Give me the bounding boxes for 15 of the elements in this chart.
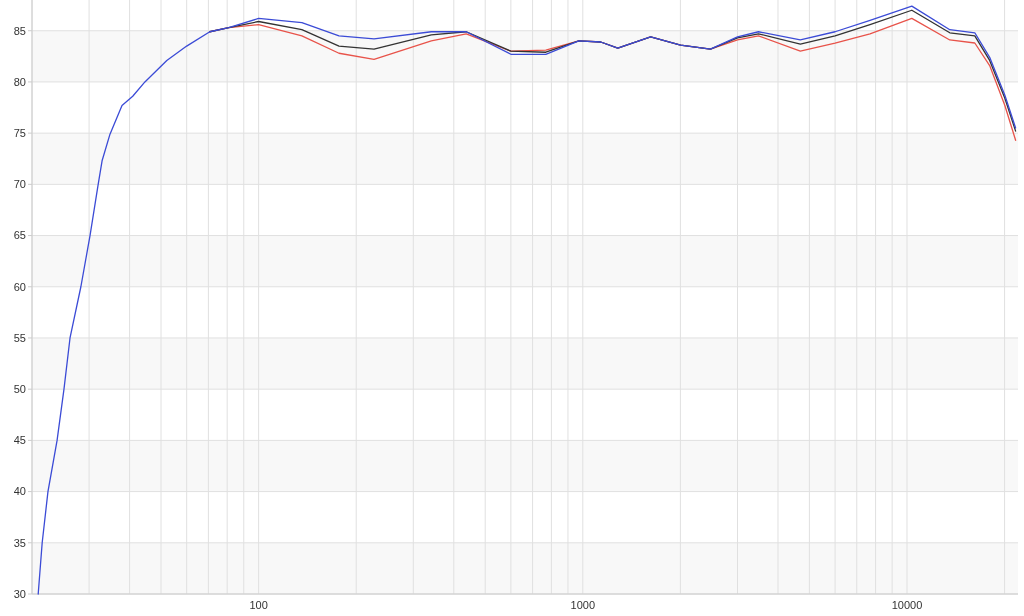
- x-tick-label: 1000: [570, 599, 596, 611]
- y-tick-label: 75: [13, 126, 26, 139]
- y-tick-label: 30: [13, 587, 26, 600]
- y-tick-label: 85: [13, 24, 26, 37]
- y-tick-label: 45: [13, 434, 26, 447]
- y-tick-label: 50: [13, 383, 26, 396]
- y-tick-label: 40: [13, 485, 26, 498]
- y-tick-label: 60: [13, 280, 26, 293]
- y-tick-label: 35: [13, 536, 26, 549]
- x-tick-label: 10000: [891, 599, 923, 611]
- x-tick-label: 100: [249, 599, 268, 611]
- y-tick-label: 70: [13, 178, 26, 191]
- y-tick-label: 80: [13, 75, 26, 88]
- y-tick-label: 55: [13, 331, 26, 344]
- y-tick-label: 65: [13, 229, 26, 242]
